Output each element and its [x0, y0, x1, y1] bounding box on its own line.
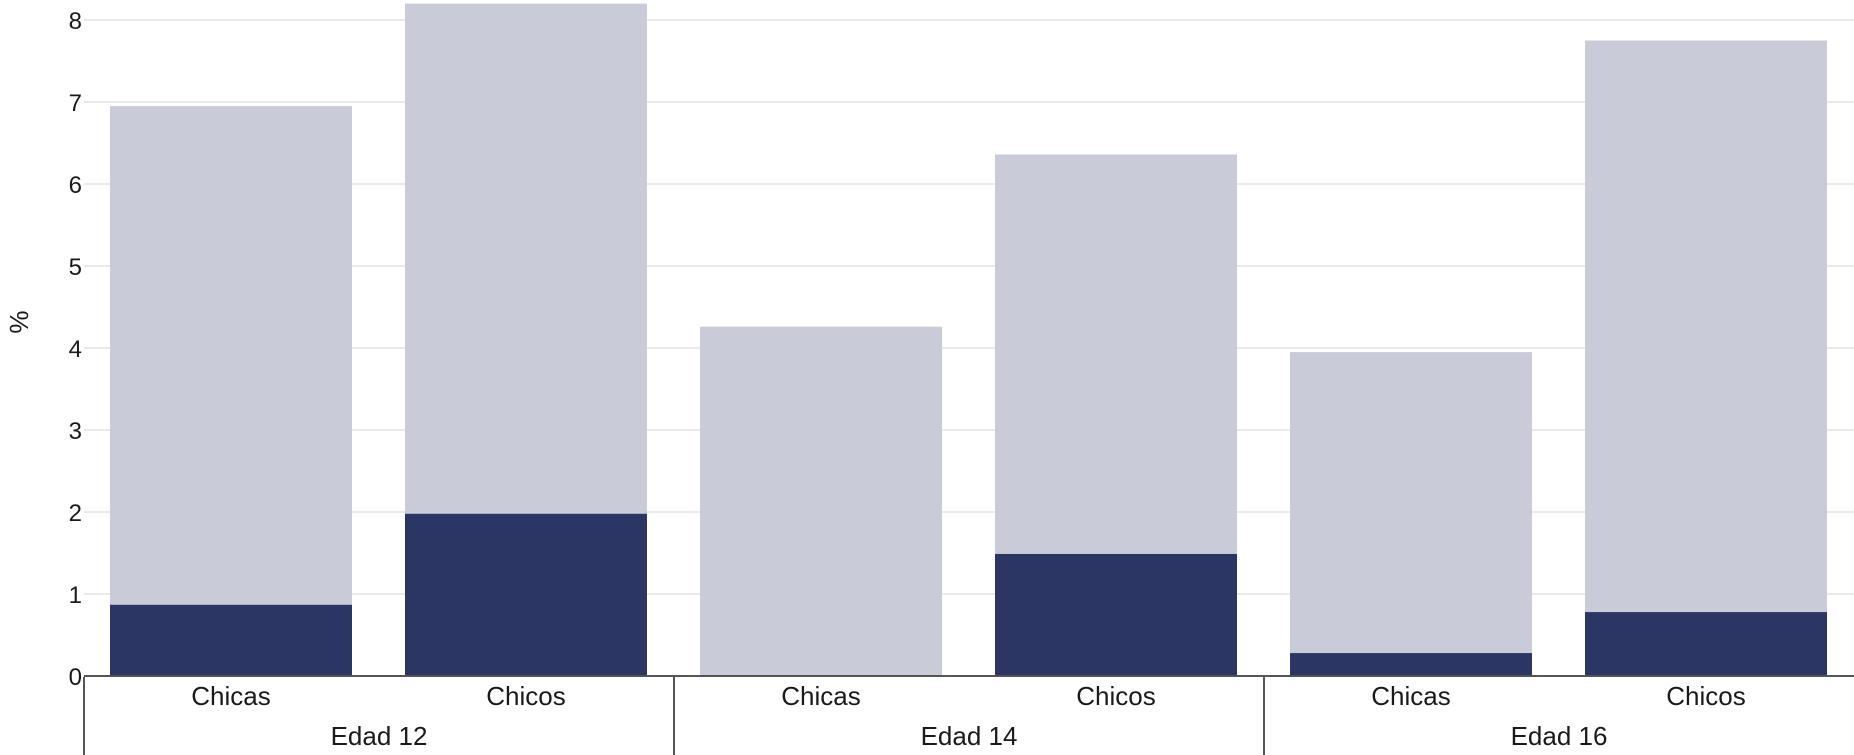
- x-category-label: Chicas: [191, 681, 270, 711]
- y-tick-label: 8: [69, 8, 82, 35]
- bar-segment-series-1: [110, 604, 352, 676]
- x-group-label: Edad 12: [331, 721, 428, 751]
- x-category-label: Chicos: [1666, 681, 1745, 711]
- axis-layer: 0 1 2 3 4 5 6 7 8 Chicas Chicos Chicas Chicos Chicas C…: [69, 8, 1854, 755]
- bars-layer: [110, 3, 1827, 676]
- x-category-label: Chicos: [486, 681, 565, 711]
- bar-segment-series-1: [995, 553, 1237, 676]
- y-tick-label: 1: [69, 582, 82, 609]
- y-tick-label: 5: [69, 254, 82, 281]
- bar-segment-series-2: [110, 106, 352, 605]
- bar-segment-series-2: [405, 3, 647, 514]
- y-tick-label: 0: [69, 664, 82, 691]
- grid-layer: [84, 19, 1854, 595]
- bar-segment-series-2: [995, 154, 1237, 554]
- y-tick-label: 7: [69, 90, 82, 117]
- y-axis-label: %: [4, 310, 34, 333]
- bar-segment-series-2: [700, 326, 942, 676]
- y-tick-label: 6: [69, 172, 82, 199]
- bar-segment-series-2: [1585, 40, 1827, 613]
- bar-segment-series-1: [1290, 653, 1532, 676]
- y-tick-label: 3: [69, 418, 82, 445]
- x-group-label: Edad 16: [1511, 721, 1608, 751]
- bar-segment-series-2: [1290, 352, 1532, 654]
- x-category-label: Chicos: [1076, 681, 1155, 711]
- y-tick-label: 2: [69, 500, 82, 527]
- bar-segment-series-1: [1585, 612, 1827, 676]
- y-tick-label: 4: [69, 336, 82, 363]
- x-group-label: Edad 14: [921, 721, 1018, 751]
- bar-segment-series-1: [405, 513, 647, 676]
- x-category-label: Chicas: [1371, 681, 1450, 711]
- x-category-label: Chicas: [781, 681, 860, 711]
